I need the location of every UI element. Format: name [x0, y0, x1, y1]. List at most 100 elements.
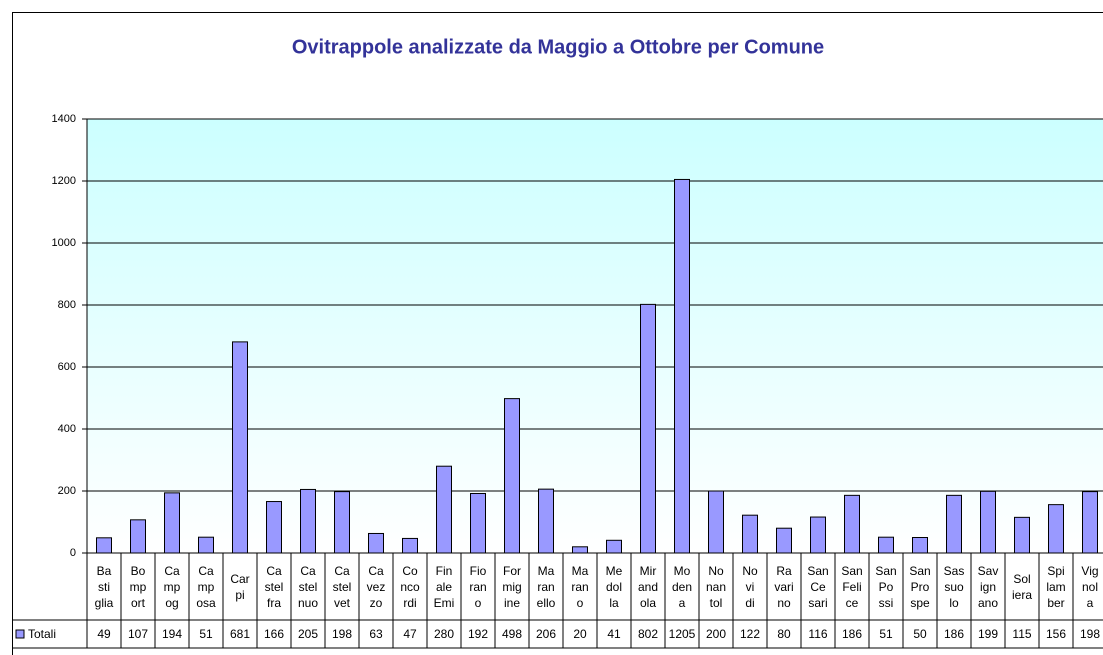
data-table-value-cell: 49 [88, 621, 120, 647]
bar [96, 537, 112, 554]
data-table-value-cell: 122 [734, 621, 766, 647]
data-table-value: 47 [403, 627, 417, 641]
x-tick-label-box: For mig ine [502, 563, 522, 610]
x-tick-label: No nan tol [705, 563, 727, 610]
x-tick-label-cell: Ca vez zo [360, 554, 392, 619]
data-table-value: 200 [705, 627, 727, 641]
bar [334, 491, 350, 554]
data-table-value-cell: 205 [292, 621, 324, 647]
bar [640, 303, 656, 554]
chart-title: Ovitrappole analizzate da Maggio a Ottob… [292, 36, 824, 58]
y-tick-label: 600 [58, 361, 76, 373]
data-table-value: 206 [535, 627, 557, 641]
x-tick-label: Ma ran ello [536, 563, 556, 610]
data-table-value: 681 [229, 627, 251, 641]
x-tick-label-box: Ca stel fra [258, 554, 290, 619]
data-table-value-cell: 498 [496, 621, 528, 647]
data-table-value-box: 1205 [666, 621, 698, 647]
data-table-value: 107 [127, 627, 149, 641]
x-tick-label-box: Ca mp og [163, 563, 181, 610]
x-tick-label: Fio ran o [469, 563, 487, 610]
x-tick-label: Ca mp og [163, 563, 181, 610]
x-tick-label: Sol iera [1012, 571, 1033, 602]
data-table-value-box: 20 [573, 627, 587, 641]
data-table-value-box: 63 [369, 627, 383, 641]
x-tick-label-cell: Spi lam ber [1040, 554, 1072, 619]
x-tick-label: Mir and ola [637, 563, 659, 610]
x-tick-label: Sav ign ano [977, 563, 999, 610]
x-tick-label: Ma ran o [571, 563, 589, 610]
data-table-value-box: 186 [938, 621, 970, 647]
x-tick-label-box: Fio ran o [469, 563, 487, 610]
x-tick-label-box: No vi di [742, 564, 757, 610]
data-table-value-cell: 51 [190, 621, 222, 647]
x-tick-label: Vig nol a [1081, 563, 1099, 610]
bar [368, 532, 384, 554]
data-table-value-cell: 116 [802, 621, 834, 647]
x-tick-label-cell: Ca stel vet [326, 554, 358, 619]
x-tick-label-cell: Bo mp ort [122, 554, 154, 619]
x-tick-label-box: Sav ign ano [977, 563, 999, 610]
x-tick-label-box: Ca stel vet [326, 554, 358, 619]
data-table-value-cell: 198 [326, 621, 358, 647]
x-tick-label-cell: San Feli ce [836, 554, 868, 619]
bar [164, 492, 180, 554]
x-tick-label-box: Ca mp osa [190, 554, 222, 619]
data-table-value: 63 [369, 627, 383, 641]
data-table-value-box: 51 [190, 621, 222, 647]
data-table-value-cell: 192 [462, 621, 494, 647]
data-table-value-box: 206 [535, 627, 557, 641]
x-tick-label-box: No nan tol [705, 563, 727, 610]
x-tick-label: Ba sti glia [94, 563, 114, 610]
x-tick-label-box: Bo mp ort [122, 554, 154, 619]
data-table-value-box: 115 [1012, 627, 1031, 641]
x-tick-label-cell: Ca mp osa [190, 554, 222, 619]
x-tick-label: Ra vari no [774, 563, 794, 610]
data-table-value: 498 [501, 627, 523, 641]
data-table-value: 20 [573, 627, 587, 641]
x-tick-label: For mig ine [502, 563, 522, 610]
x-tick-label-cell: Ma ran o [564, 554, 596, 619]
x-tick-label-cell: San Pro spe [904, 554, 936, 619]
bar [538, 488, 554, 554]
data-table-value-cell: 50 [904, 621, 936, 647]
x-tick-label: Ca stel vet [332, 563, 352, 610]
bar [436, 465, 452, 554]
bar [232, 341, 248, 554]
bar [266, 501, 282, 554]
data-table-value-cell: 47 [394, 621, 426, 647]
data-table-value-cell: 186 [938, 621, 970, 647]
x-tick-label-box: San Po ssi [875, 564, 896, 610]
bar [402, 537, 418, 554]
x-tick-label-box: Spi lam ber [1040, 554, 1072, 619]
data-table-value: 186 [841, 627, 863, 641]
x-tick-label-box: Me dol la [605, 563, 623, 610]
x-tick-label-box: Car pi [230, 571, 250, 602]
plot-area [87, 119, 1103, 553]
x-tick-label: Me dol la [605, 563, 623, 610]
data-table-value-cell: 200 [700, 621, 732, 647]
x-tick-label: Ca vez zo [366, 563, 386, 610]
x-tick-label: Car pi [230, 571, 250, 602]
data-table-value: 802 [637, 627, 659, 641]
bar [572, 546, 588, 554]
data-table-value: 280 [433, 627, 455, 641]
data-table-value-box: 200 [700, 621, 732, 647]
data-table-value: 198 [1079, 627, 1101, 641]
data-table-value-cell: 199 [972, 621, 1004, 647]
data-table-value-cell: 166 [258, 621, 290, 647]
bar [130, 519, 146, 554]
data-table-value-box: 498 [496, 621, 528, 647]
bar [742, 514, 758, 554]
data-table-value-cell: 1205 [666, 621, 698, 647]
data-table-value-box: 116 [802, 621, 834, 647]
data-table-value: 192 [467, 627, 489, 641]
data-table-value-cell: 156 [1040, 621, 1072, 647]
data-table-value-box: 51 [879, 627, 892, 641]
data-table-value-box: 80 [777, 627, 790, 641]
x-tick-label-box: Mir and ola [637, 563, 659, 610]
x-tick-label: Ca mp osa [196, 563, 216, 610]
bar [844, 494, 860, 554]
data-table-value-box: 122 [734, 621, 766, 647]
x-tick-label-cell: Ca stel fra [258, 554, 290, 619]
